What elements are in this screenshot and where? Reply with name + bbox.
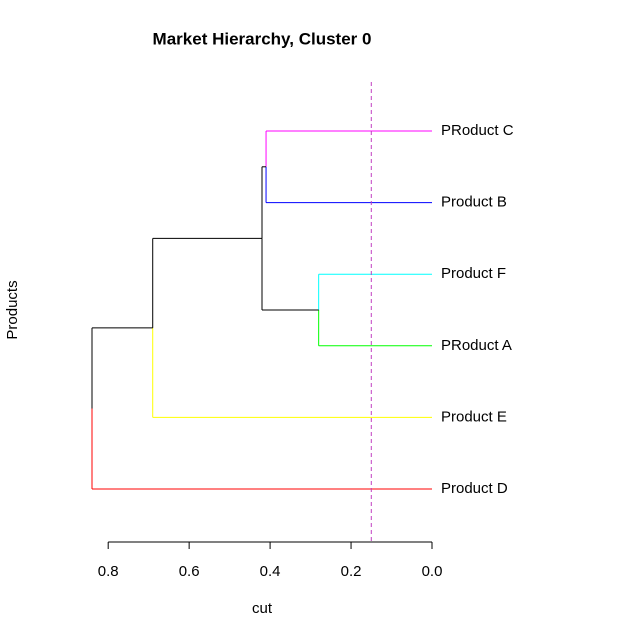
- leaf-label: Product E: [441, 408, 507, 425]
- x-tick-label: 0.2: [341, 563, 362, 580]
- y-axis-label: Products: [4, 280, 21, 339]
- x-tick-label: 0.8: [98, 563, 119, 580]
- x-tick-label: 0.0: [422, 563, 443, 580]
- leaf-label: PRoduct A: [441, 337, 512, 354]
- leaf-label: Product B: [441, 194, 507, 211]
- x-tick-label: 0.6: [179, 563, 200, 580]
- x-tick-label: 0.4: [260, 563, 281, 580]
- chart-title: Market Hierarchy, Cluster 0: [153, 29, 372, 48]
- x-axis-label: cut: [252, 600, 273, 617]
- leaf-label: Product F: [441, 265, 506, 282]
- leaf-label: PRoduct C: [441, 122, 514, 139]
- leaf-label: Product D: [441, 480, 508, 497]
